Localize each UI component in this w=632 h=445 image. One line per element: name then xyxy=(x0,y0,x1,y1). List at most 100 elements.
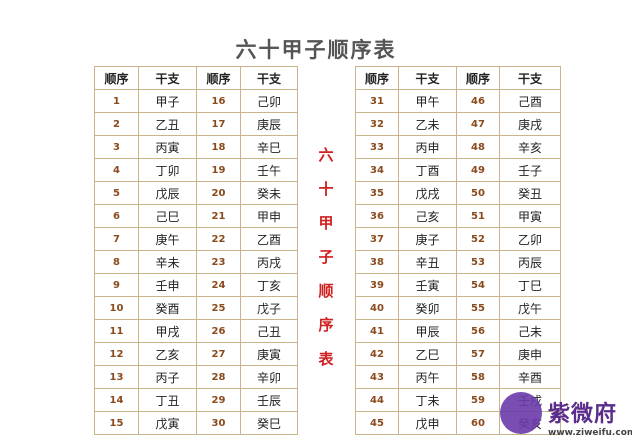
header-ganzhi: 干支 xyxy=(138,66,197,90)
order-cell: 10 xyxy=(94,296,139,320)
ganzhi-cell: 丁酉 xyxy=(398,158,457,182)
ganzhi-cell: 戊辰 xyxy=(138,181,197,205)
ganzhi-cell: 庚戌 xyxy=(499,112,561,136)
order-cell: 27 xyxy=(196,342,241,366)
order-cell: 17 xyxy=(196,112,241,136)
header-order: 顺序 xyxy=(456,66,500,90)
table-row: 8 辛未 23 丙戌 xyxy=(94,250,298,274)
order-cell: 8 xyxy=(94,250,139,274)
table-row: 1 甲子 16 己卯 xyxy=(94,89,298,113)
header-order: 顺序 xyxy=(196,66,241,90)
table-row: 43 丙午 58 辛酉 xyxy=(355,365,561,389)
order-cell: 16 xyxy=(196,89,241,113)
ganzhi-cell: 壬辰 xyxy=(240,388,298,412)
order-cell: 42 xyxy=(355,342,399,366)
order-cell: 36 xyxy=(355,204,399,228)
table-row: 40 癸卯 55 戊午 xyxy=(355,296,561,320)
ganzhi-cell: 己亥 xyxy=(398,204,457,228)
ganzhi-cell: 丙申 xyxy=(398,135,457,159)
order-cell: 51 xyxy=(456,204,500,228)
order-cell: 26 xyxy=(196,319,241,343)
ganzhi-cell: 丁巳 xyxy=(499,273,561,297)
order-cell: 33 xyxy=(355,135,399,159)
table-row: 10 癸酉 25 戊子 xyxy=(94,296,298,320)
order-cell: 32 xyxy=(355,112,399,136)
order-cell: 22 xyxy=(196,227,241,251)
order-cell: 54 xyxy=(456,273,500,297)
ganzhi-cell: 乙丑 xyxy=(138,112,197,136)
order-cell: 52 xyxy=(456,227,500,251)
ganzhi-cell: 乙卯 xyxy=(499,227,561,251)
order-cell: 13 xyxy=(94,365,139,389)
ganzhi-cell: 辛巳 xyxy=(240,135,298,159)
ganzhi-cell: 癸丑 xyxy=(499,181,561,205)
order-cell: 31 xyxy=(355,89,399,113)
table-row: 34 丁酉 49 壬子 xyxy=(355,158,561,182)
ganzhi-cell: 戊申 xyxy=(398,411,457,435)
order-cell: 5 xyxy=(94,181,139,205)
table-row: 33 丙申 48 辛亥 xyxy=(355,135,561,159)
table-row: 31 甲午 46 己酉 xyxy=(355,89,561,113)
vertical-title-char: 子 xyxy=(318,248,334,266)
order-cell: 60 xyxy=(456,411,500,435)
order-cell: 18 xyxy=(196,135,241,159)
vertical-title-char: 十 xyxy=(318,180,334,198)
watermark-name: 紫微府 xyxy=(548,402,618,427)
table-row: 35 戊戌 50 癸丑 xyxy=(355,181,561,205)
order-cell: 25 xyxy=(196,296,241,320)
order-cell: 9 xyxy=(94,273,139,297)
table-row: 6 己巳 21 甲申 xyxy=(94,204,298,228)
order-cell: 6 xyxy=(94,204,139,228)
order-cell: 21 xyxy=(196,204,241,228)
ganzhi-cell: 甲戌 xyxy=(138,319,197,343)
table-row: 38 辛丑 53 丙辰 xyxy=(355,250,561,274)
order-cell: 53 xyxy=(456,250,500,274)
ganzhi-cell: 辛亥 xyxy=(499,135,561,159)
ganzhi-cell: 己巳 xyxy=(138,204,197,228)
header-ganzhi: 干支 xyxy=(398,66,457,90)
order-cell: 34 xyxy=(355,158,399,182)
table-row: 9 壬申 24 丁亥 xyxy=(94,273,298,297)
ganzhi-cell: 己卯 xyxy=(240,89,298,113)
table-row: 14 丁丑 29 壬辰 xyxy=(94,388,298,412)
ganzhi-cell: 辛丑 xyxy=(398,250,457,274)
order-cell: 39 xyxy=(355,273,399,297)
ganzhi-cell: 庚寅 xyxy=(240,342,298,366)
ganzhi-cell: 丙子 xyxy=(138,365,197,389)
table-row: 42 乙巳 57 庚申 xyxy=(355,342,561,366)
ganzhi-cell: 辛未 xyxy=(138,250,197,274)
order-cell: 50 xyxy=(456,181,500,205)
table-row: 7 庚午 22 乙酉 xyxy=(94,227,298,251)
ganzhi-cell: 丁未 xyxy=(398,388,457,412)
ganzhi-cell: 庚午 xyxy=(138,227,197,251)
ganzhi-cell: 甲申 xyxy=(240,204,298,228)
order-cell: 30 xyxy=(196,411,241,435)
table-row: 39 壬寅 54 丁巳 xyxy=(355,273,561,297)
vertical-title-char: 六 xyxy=(318,146,334,164)
header-ganzhi: 干支 xyxy=(499,66,561,90)
order-cell: 3 xyxy=(94,135,139,159)
order-cell: 12 xyxy=(94,342,139,366)
order-cell: 20 xyxy=(196,181,241,205)
table-row: 12 乙亥 27 庚寅 xyxy=(94,342,298,366)
order-cell: 58 xyxy=(456,365,500,389)
vertical-title: 六十甲子顺序表 xyxy=(316,138,336,376)
order-cell: 7 xyxy=(94,227,139,251)
ganzhi-cell: 甲寅 xyxy=(499,204,561,228)
table-header-row: 顺序 干支 顺序 干支 xyxy=(94,66,298,90)
ganzhi-cell: 戊子 xyxy=(240,296,298,320)
ganzhi-cell: 丙寅 xyxy=(138,135,197,159)
order-cell: 37 xyxy=(355,227,399,251)
ganzhi-cell: 戊寅 xyxy=(138,411,197,435)
table-right: 顺序 干支 顺序 干支 31 甲午 46 己酉 32 乙未 47 庚戌 33 丙申 48 辛亥 34 丁酉… xyxy=(355,66,561,435)
vertical-title-char: 顺 xyxy=(318,282,334,300)
ganzhi-cell: 庚申 xyxy=(499,342,561,366)
ganzhi-cell: 己未 xyxy=(499,319,561,343)
order-cell: 4 xyxy=(94,158,139,182)
ganzhi-cell: 丙辰 xyxy=(499,250,561,274)
table-row: 11 甲戌 26 己丑 xyxy=(94,319,298,343)
header-ganzhi: 干支 xyxy=(240,66,298,90)
ganzhi-cell: 丁亥 xyxy=(240,273,298,297)
ganzhi-cell: 辛卯 xyxy=(240,365,298,389)
order-cell: 47 xyxy=(456,112,500,136)
